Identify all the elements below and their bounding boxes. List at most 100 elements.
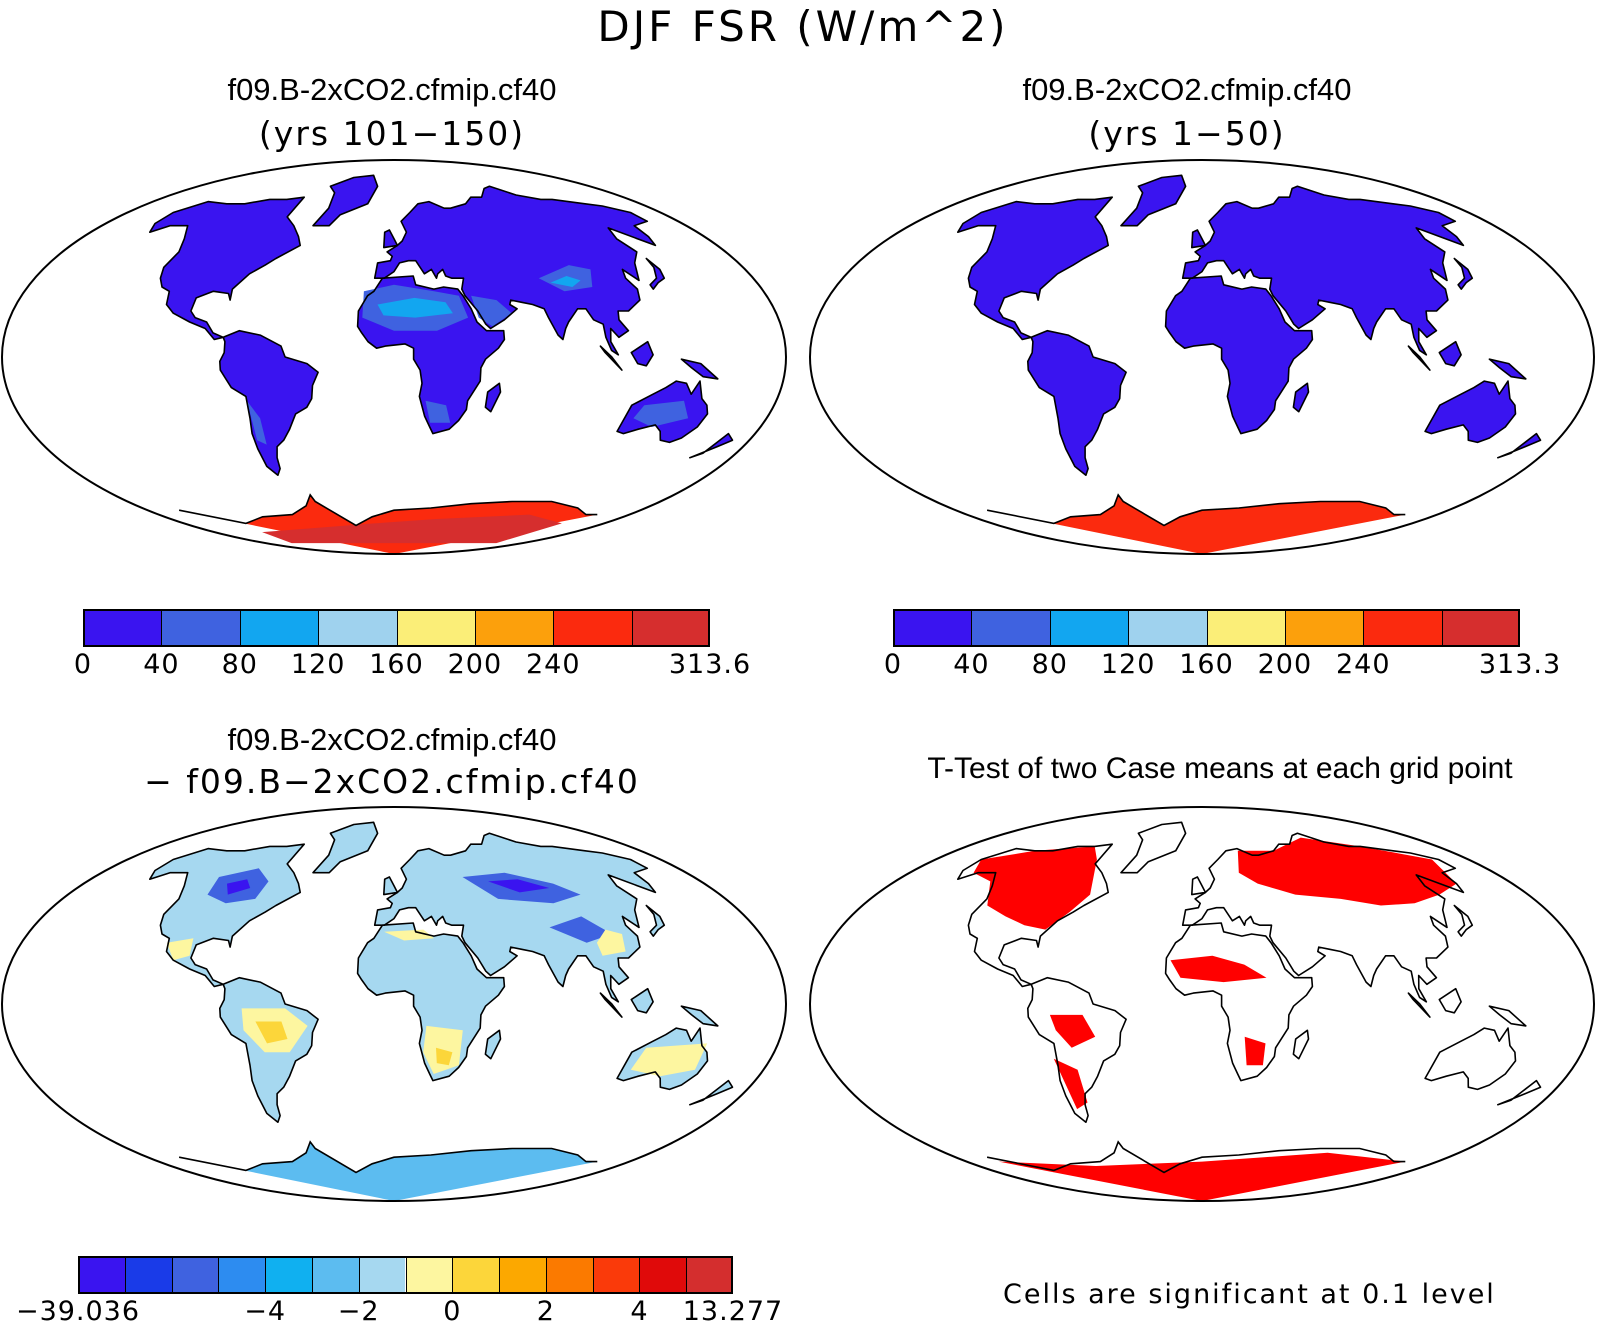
colorbar-swatch — [396, 609, 475, 647]
colorbar-swatch — [499, 1256, 546, 1294]
colorbar-tick-label: 40 — [143, 649, 180, 680]
coastline-newzealand — [689, 432, 734, 459]
coastline-southAmerica — [219, 329, 319, 476]
coastline-australia — [1424, 380, 1517, 444]
landmass-antarctica — [179, 1141, 598, 1201]
colorbar-swatch — [1284, 609, 1364, 647]
landmass-greenland — [1121, 175, 1186, 226]
landmass-africa — [1165, 276, 1313, 434]
landmass-borneo — [1439, 341, 1462, 366]
colorbar-tick-label: 160 — [1179, 649, 1234, 680]
landmass-eurasia — [1182, 186, 1464, 355]
landmass-japan — [1454, 905, 1473, 937]
colorbar-swatch — [686, 1256, 733, 1294]
landmass-australia — [1425, 381, 1516, 443]
colorbar-swatch — [218, 1256, 266, 1294]
coastline-borneo — [630, 987, 654, 1014]
coastline-japan — [645, 904, 666, 937]
coastline-greenland — [1120, 821, 1187, 874]
coastline-southAmerica — [1027, 329, 1127, 476]
colorbar-swatch — [1128, 609, 1207, 647]
landmass-greenland — [313, 822, 378, 873]
coastline-uk — [383, 876, 399, 896]
field-region — [1170, 955, 1267, 983]
coastline-uk — [1191, 876, 1207, 896]
field-region — [1237, 837, 1457, 906]
coastline-northAmerica — [149, 843, 305, 988]
colorbar-tick-label: 313.3 — [1478, 649, 1562, 680]
colorbar-swatch — [893, 609, 972, 647]
colorbar-tick-label: 120 — [290, 649, 346, 680]
coastline-northAmerica — [957, 196, 1113, 341]
field-region — [262, 514, 562, 544]
coastline-newguinea — [1488, 358, 1527, 380]
panel3-map — [1, 806, 787, 1202]
colorbar-swatch — [639, 1256, 687, 1294]
landmass-madagascar — [485, 383, 501, 412]
panel4-note: Cells are significant at 0.1 level — [1003, 1279, 1496, 1310]
coastline-indonesia — [1407, 992, 1431, 1018]
colorbar-tick-label: 120 — [1100, 649, 1156, 680]
colorbar-swatch — [405, 1256, 453, 1294]
landmass-newguinea — [681, 1006, 718, 1026]
coastline-eurasia — [1181, 832, 1465, 1003]
panel2-colorbar — [893, 609, 1520, 647]
map-frame — [1, 806, 787, 1202]
landmass-newguinea — [1489, 359, 1526, 379]
coastline-southAmerica — [219, 976, 319, 1123]
map-ocean — [810, 807, 1594, 1201]
figure-title: DJF FSR (W/m^2) — [597, 2, 1009, 51]
colorbar-tick-label: 0 — [883, 649, 903, 680]
landmass-northAmerica — [149, 197, 305, 340]
coastline-japan — [1453, 257, 1474, 290]
field-region — [550, 276, 581, 287]
map-frame — [1, 159, 787, 555]
panel1-title: f09.B-2xCO2.cfmip.cf40 — [227, 72, 557, 107]
colorbar-swatch — [474, 609, 554, 647]
coastline-borneo — [1438, 340, 1462, 367]
colorbar-tick-label: 200 — [1257, 649, 1313, 680]
colorbar-tick-label: 313.6 — [668, 649, 752, 680]
panel2-title: f09.B-2xCO2.cfmip.cf40 — [1022, 72, 1352, 107]
panel3-title: f09.B-2xCO2.cfmip.cf40 — [227, 722, 557, 757]
field-region — [425, 400, 451, 423]
panel2-map — [809, 159, 1595, 555]
coastline-borneo — [630, 340, 654, 367]
field-region — [255, 1021, 288, 1044]
coastline-northAmerica — [957, 843, 1113, 988]
landmass-japan — [646, 905, 665, 937]
landmass-africa — [357, 923, 505, 1081]
landmass-borneo — [1439, 988, 1462, 1013]
landmass-antarctica — [987, 494, 1406, 554]
landmass-newguinea — [1489, 1006, 1526, 1026]
coastline-madagascar — [484, 1029, 502, 1060]
field-region — [246, 400, 267, 445]
panel1-colorbar — [83, 609, 710, 647]
map-frame — [809, 806, 1595, 1202]
landmass-borneo — [631, 988, 654, 1013]
coastline-uk — [383, 229, 399, 249]
coastline-africa — [1164, 275, 1314, 435]
coastline-greenland — [312, 821, 379, 874]
field-region — [384, 929, 435, 941]
landmass-australia — [1425, 1028, 1516, 1090]
colorbar-swatch — [452, 1256, 500, 1294]
landmass-uk — [383, 230, 398, 248]
coastline-eurasia — [373, 832, 657, 1003]
colorbar-swatch — [83, 609, 162, 647]
coastline-borneo — [1438, 987, 1462, 1014]
landmass-uk — [1191, 877, 1206, 895]
landmass-northAmerica — [957, 197, 1113, 340]
colorbar-tick-label: 240 — [525, 649, 581, 680]
colorbar-tick-label: −4 — [244, 1296, 287, 1327]
panel2-subtitle: (yrs 1−50) — [1088, 114, 1286, 153]
map-ocean — [2, 160, 786, 554]
landmass-greenland — [1121, 822, 1186, 873]
landmass-madagascar — [485, 1030, 501, 1059]
colorbar-swatch — [592, 1256, 640, 1294]
landmass-eurasia — [374, 833, 656, 1002]
landmass-eurasia — [374, 186, 656, 355]
panel1-subtitle: (yrs 101−150) — [258, 114, 526, 153]
field-region — [166, 938, 194, 961]
colorbar-swatch — [545, 1256, 593, 1294]
